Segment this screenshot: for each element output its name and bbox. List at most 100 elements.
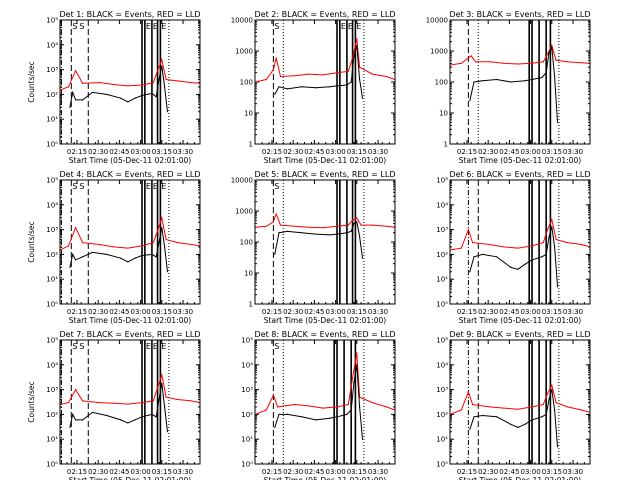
- data-point: [460, 247, 462, 249]
- series-red-lld: [255, 38, 395, 83]
- series-red-lld: [60, 374, 200, 405]
- y-tick-label: 10⁰: [46, 141, 58, 149]
- data-point: [161, 59, 163, 61]
- annotation-label: E: [161, 342, 166, 351]
- x-tick-label: 02:45: [304, 148, 324, 156]
- data-point: [472, 403, 474, 406]
- panel-title: Det 2: BLACK = Events, RED = LLD: [255, 10, 396, 19]
- y-tick-label: 1000: [235, 208, 253, 216]
- data-point: [157, 230, 159, 232]
- data-point: [503, 407, 505, 409]
- data-point: [113, 402, 115, 404]
- data-point: [346, 84, 348, 86]
- y-tick-label: 10¹: [436, 436, 448, 444]
- y-tick-label: 10¹: [46, 436, 58, 444]
- y-tick-label: 10¹: [46, 116, 58, 124]
- data-point: [548, 236, 550, 238]
- data-point: [551, 46, 553, 49]
- x-tick-label: 02:30: [283, 468, 303, 476]
- data-point: [551, 389, 553, 391]
- data-point: [286, 88, 289, 90]
- data-point: [359, 66, 361, 68]
- data-point: [164, 86, 166, 88]
- data-point: [385, 225, 388, 227]
- data-point: [278, 232, 280, 234]
- data-point: [473, 81, 475, 83]
- x-tick-label: 02:45: [109, 468, 129, 476]
- data-point: [547, 229, 549, 231]
- data-point: [106, 93, 108, 95]
- data-point: [356, 221, 358, 223]
- x-tick-label: 02:15: [457, 468, 477, 476]
- y-tick-label: 10⁰: [46, 461, 58, 469]
- data-point: [541, 416, 543, 418]
- data-point: [127, 247, 129, 249]
- data-point: [294, 75, 296, 77]
- data-point: [541, 256, 543, 258]
- annotation-label: E: [356, 22, 361, 31]
- data-point: [356, 38, 358, 40]
- x-axis-label: Start Time (05-Dec-11 02:01:00): [69, 156, 191, 165]
- data-point: [308, 73, 310, 75]
- data-point: [510, 266, 512, 268]
- x-tick-label: 02:30: [88, 308, 108, 316]
- data-point: [467, 229, 469, 231]
- data-point: [274, 426, 276, 428]
- data-point: [72, 413, 74, 415]
- x-tick-label: 02:45: [499, 308, 519, 316]
- data-point: [165, 238, 167, 241]
- data-point: [161, 382, 163, 384]
- data-point: [531, 78, 533, 81]
- x-tick-label: 02:15: [67, 308, 87, 316]
- data-point: [127, 101, 129, 103]
- data-point: [350, 81, 352, 83]
- chart-panel-5: Det 5: BLACK = Events, RED = LLD 1 10 100 10…: [231, 170, 396, 325]
- y-tick-label: 10²: [436, 251, 448, 259]
- y-axis-label: Counts/sec: [27, 381, 36, 422]
- y-tick-label: 10⁴: [436, 201, 448, 209]
- data-point: [469, 271, 471, 273]
- data-point: [67, 86, 70, 88]
- x-tick-label: 02:45: [304, 308, 324, 316]
- y-tick-label: 10⁵: [46, 337, 58, 345]
- data-point: [308, 226, 310, 228]
- data-point: [517, 268, 519, 270]
- data-point: [385, 406, 388, 408]
- data-point: [164, 406, 166, 408]
- data-point: [353, 381, 355, 383]
- chart-panel-1: Det 1: BLACK = Events, RED = LLD 10⁰ 10¹ 10…: [27, 10, 201, 165]
- series-red-lld: [450, 383, 590, 415]
- data-point: [315, 233, 317, 235]
- data-point: [517, 426, 519, 428]
- data-point: [91, 91, 94, 93]
- data-point: [545, 253, 547, 255]
- y-tick-label: 1000: [235, 48, 253, 56]
- data-point: [176, 80, 178, 82]
- y-tick-label: 10: [244, 270, 253, 278]
- data-point: [161, 227, 163, 229]
- x-tick-label: 03:30: [368, 308, 388, 316]
- chart-panel-2: Det 2: BLACK = Events, RED = LLD 1 10 100 10…: [231, 10, 396, 165]
- x-tick-label: 02:15: [457, 308, 477, 316]
- series-red-lld: [60, 57, 200, 91]
- data-point: [336, 406, 338, 408]
- x-tick-label: 03:15: [542, 308, 562, 316]
- x-tick-label: 02:30: [478, 468, 498, 476]
- data-point: [113, 83, 115, 86]
- data-point: [481, 253, 484, 255]
- data-point: [329, 86, 331, 88]
- data-point: [286, 413, 289, 415]
- y-tick-label: 10¹: [436, 276, 448, 284]
- data-point: [347, 224, 349, 226]
- data-point: [161, 374, 163, 376]
- x-axis-label: Start Time (05-Dec-11 02:01:00): [264, 476, 386, 480]
- data-point: [329, 417, 331, 419]
- chart-panel-8: Det 8: BLACK = Events, RED = LLD 10⁰ 10¹ 10…: [241, 330, 396, 480]
- y-tick-label: 10³: [46, 66, 58, 74]
- data-point: [556, 446, 559, 448]
- chart-panel-7: Det 7: BLACK = Events, RED = LLD 10⁰ 10¹ 10…: [27, 330, 201, 480]
- x-tick-label: 03:00: [521, 148, 541, 156]
- series-black-events: [69, 227, 168, 272]
- data-point: [474, 61, 477, 63]
- data-point: [75, 99, 77, 101]
